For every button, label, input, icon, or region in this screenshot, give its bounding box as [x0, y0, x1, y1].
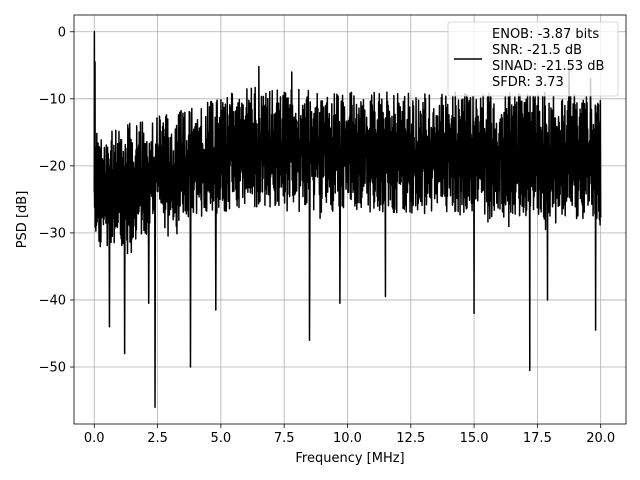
x-axis-ticks: 0.0 2.5 5.0 7.5 10.0 12.5 15.0 17.5 20.0: [84, 424, 615, 446]
legend-enob: ENOB: -3.87 bits: [492, 27, 599, 42]
y-axis-label: PSD [dB]: [15, 191, 30, 249]
y-tick-label: −30: [39, 226, 66, 241]
y-tick-label: −20: [39, 159, 66, 174]
x-tick-label: 20.0: [586, 431, 615, 446]
y-tick-label: −50: [39, 361, 66, 376]
x-tick-label: 5.0: [211, 431, 232, 446]
plot-area: [93, 31, 602, 408]
axes-frame: [73, 14, 627, 425]
psd-series-line: [93, 31, 602, 408]
x-axis-label: Frequency [MHz]: [295, 451, 404, 466]
x-tick-label: 12.5: [396, 431, 425, 446]
y-tick-label: −40: [39, 293, 66, 308]
legend-box: [447, 21, 619, 97]
legend-sfdr: SFDR: 3.73: [492, 75, 564, 90]
y-tick-label: −10: [39, 92, 66, 107]
x-tick-label: 15.0: [460, 431, 489, 446]
x-tick-label: 7.5: [274, 431, 295, 446]
x-tick-label: 0.0: [84, 431, 105, 446]
y-tick-label: 0: [58, 25, 66, 40]
x-tick-label: 17.5: [523, 431, 552, 446]
legend-sinad: SINAD: -21.53 dB: [492, 59, 604, 74]
legend-snr: SNR: -21.5 dB: [492, 43, 582, 58]
x-tick-label: 2.5: [147, 431, 168, 446]
legend: ENOB: -3.87 bits SNR: -21.5 dB SINAD: -2…: [447, 21, 619, 97]
x-tick-label: 10.0: [333, 431, 362, 446]
y-axis-ticks: 0 −10 −20 −30 −40 −50: [39, 25, 74, 376]
